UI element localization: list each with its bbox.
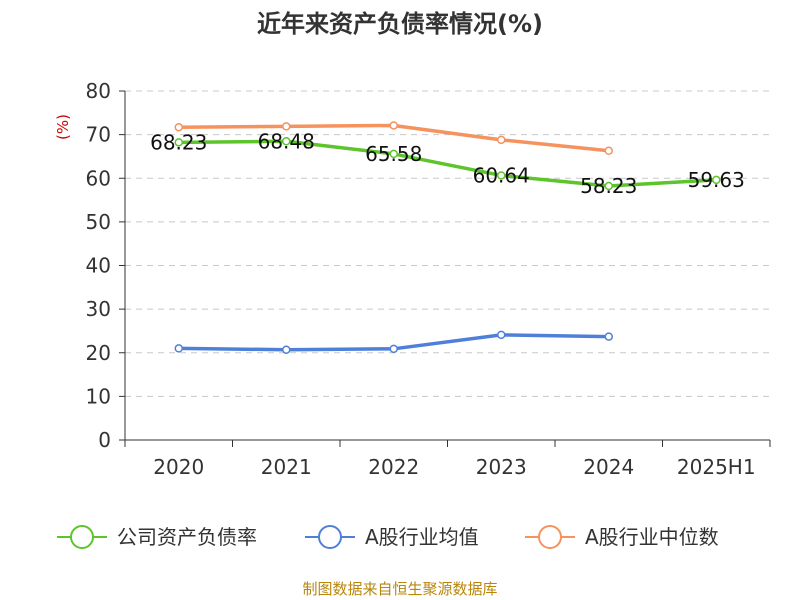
legend-label: 公司资产负债率: [117, 525, 257, 549]
legend-marker-icon: [538, 525, 562, 549]
y-tick-label: 30: [86, 297, 111, 321]
data-point-company-debt-ratio: [712, 175, 721, 185]
data-point-company-debt-ratio: [389, 149, 398, 159]
series-layer: [174, 121, 721, 354]
data-point-industry-median: [389, 121, 398, 130]
legend: 公司资产负债率 A股行业均值 A股行业中位数: [57, 525, 719, 549]
data-point-industry-median: [604, 146, 613, 156]
data-point-company-debt-ratio: [497, 171, 506, 180]
data-point-industry-median: [497, 135, 506, 145]
legend-item-industry-median[interactable]: A股行业中位数: [525, 525, 719, 549]
y-tick-label: 70: [86, 123, 111, 147]
x-tick-label: 2021: [261, 455, 312, 479]
x-tick-label: 2020: [153, 455, 204, 479]
x-tick-label: 2024: [583, 455, 634, 479]
legend-marker-icon: [318, 525, 342, 549]
data-label: 58.23: [580, 174, 637, 198]
data-label: 65.58: [365, 142, 422, 166]
legend-item-industry-mean[interactable]: A股行业均值: [305, 525, 479, 549]
legend-label: A股行业中位数: [585, 525, 719, 549]
data-label: 68.48: [258, 129, 315, 153]
x-tick-label: 2022: [368, 455, 419, 479]
data-point-company-debt-ratio: [174, 138, 183, 147]
data-label: 59.63: [688, 168, 745, 192]
legend-marker-icon: [70, 525, 94, 549]
legend-item-company-debt-ratio[interactable]: 公司资产负债率: [57, 525, 257, 549]
data-point-industry-median: [282, 122, 291, 131]
y-axis-unit: (%): [54, 114, 72, 140]
data-point-industry-mean: [604, 332, 613, 341]
data-point-company-debt-ratio: [604, 181, 613, 191]
x-tick-label: 2025H1: [677, 455, 756, 479]
y-tick-label: 80: [86, 79, 111, 103]
y-tick-label: 0: [98, 428, 111, 452]
data-point-company-debt-ratio: [282, 137, 291, 146]
axis-layer: 0 10 20 30 40 50 60 70 80 2020 2021 2022 2023 2024 202…: [86, 79, 771, 479]
data-point-industry-median: [174, 122, 183, 132]
y-tick-label: 60: [86, 166, 111, 190]
x-tick-label: 2023: [476, 455, 527, 479]
grid-layer: [125, 90, 770, 397]
y-tick-label: 10: [86, 384, 111, 408]
data-label-layer: 68.23 68.48 65.58 60.64 58.23 59.63: [150, 129, 745, 198]
data-point-industry-mean: [174, 344, 183, 353]
chart-title: 近年来资产负债率情况(%): [257, 10, 543, 38]
y-tick-label: 50: [86, 210, 111, 234]
y-tick-label: 40: [86, 254, 111, 278]
source-footer: 制图数据来自恒生聚源数据库: [302, 580, 497, 598]
series-line-company-debt-ratio: [177, 139, 718, 188]
data-point-industry-mean: [389, 344, 398, 354]
data-point-industry-mean: [282, 345, 291, 354]
data-label: 68.23: [150, 130, 207, 154]
data-label: 60.64: [473, 163, 530, 187]
legend-label: A股行业均值: [365, 525, 479, 549]
data-point-industry-mean: [497, 330, 506, 340]
y-tick-label: 20: [86, 341, 111, 365]
